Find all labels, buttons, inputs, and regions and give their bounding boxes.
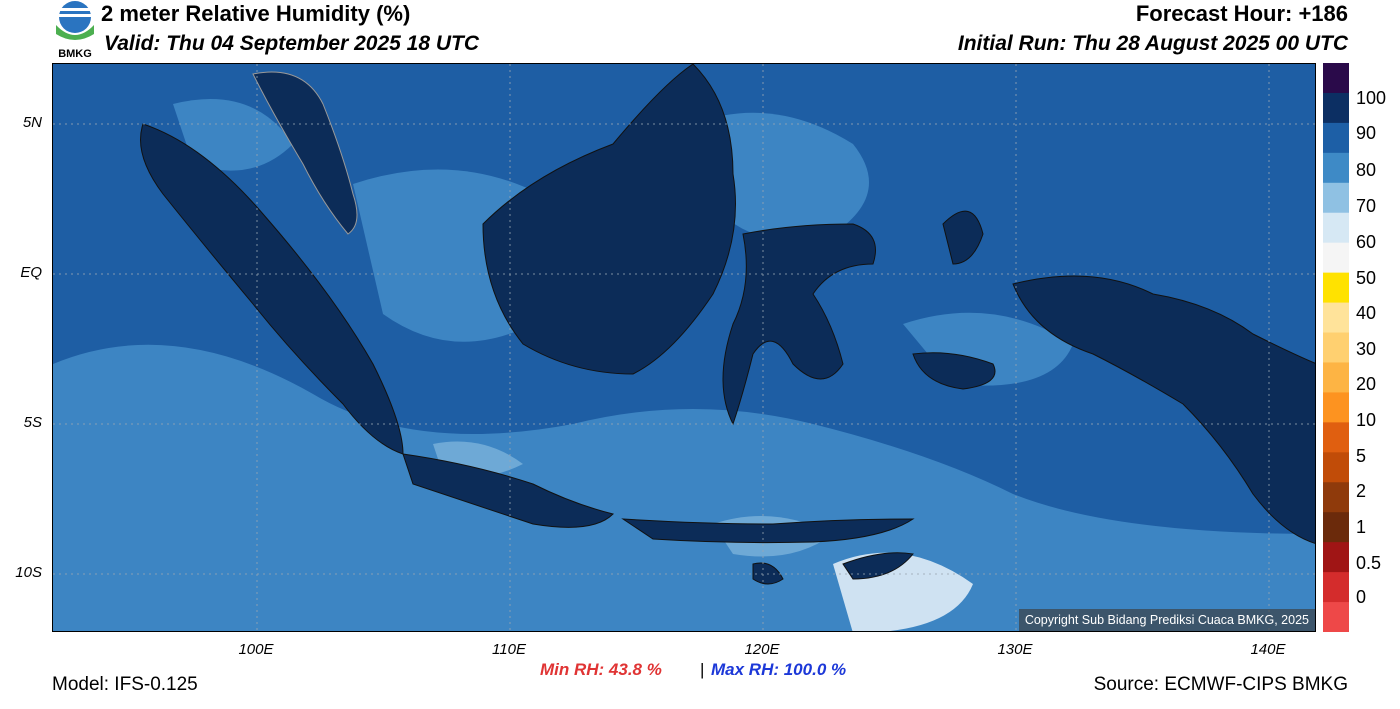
colorbar-label-20: 20 <box>1356 374 1377 394</box>
colorbar-segment <box>1323 212 1349 244</box>
colorbar-segment <box>1323 452 1349 483</box>
min-rh: Min RH: 43.8 % <box>540 660 662 679</box>
land-borneo <box>482 64 736 375</box>
colorbar-label-80: 80 <box>1356 160 1377 180</box>
sea-region-andaman <box>173 99 293 171</box>
colorbar-segment <box>1323 152 1349 184</box>
land-halmahera <box>942 210 984 265</box>
colorbar-segment <box>1323 122 1349 154</box>
land-seram <box>912 352 996 390</box>
colorbar-label-5: 5 <box>1356 446 1367 466</box>
source-label: Source: ECMWF-CIPS BMKG <box>1093 674 1348 695</box>
lat-label-5n: 5N <box>22 114 42 131</box>
colorbar-label-40: 40 <box>1356 303 1377 323</box>
model-label: Model: IFS-0.125 <box>52 674 198 695</box>
colorbar-segment <box>1323 63 1349 94</box>
colorbar-segment <box>1323 422 1349 453</box>
copyright-note: Copyright Sub Bidang Prediksi Cuaca BMKG… <box>1018 609 1315 631</box>
bmkg-logo: BMKG <box>50 0 100 60</box>
colorbar-segment <box>1323 602 1349 633</box>
max-rh: Max RH: 100.0 % <box>711 660 847 679</box>
colorbar-label-0-5: 0.5 <box>1356 553 1382 573</box>
colorbar-label-60: 60 <box>1356 232 1377 252</box>
humidity-map: Copyright Sub Bidang Prediksi Cuaca BMKG… <box>52 63 1316 632</box>
sea-region-sulawesi <box>693 112 869 240</box>
colorbar-label-90: 90 <box>1356 123 1377 143</box>
sea-region-south <box>53 344 1315 631</box>
land-nusa-tenggara <box>621 518 915 544</box>
colorbar-segment <box>1323 92 1349 124</box>
colorbar-segment <box>1323 362 1349 393</box>
colorbar-label-2: 2 <box>1356 481 1367 501</box>
initial-run: Initial Run: Thu 28 August 2025 00 UTC <box>957 32 1348 55</box>
land-sumatra <box>140 123 404 455</box>
land-timor <box>842 552 914 580</box>
lon-label-140e: 140E <box>1250 641 1286 658</box>
colorbar-segment <box>1323 572 1349 603</box>
colorbar-segment <box>1323 332 1349 363</box>
lat-label-eq: EQ <box>20 264 42 281</box>
gridlines <box>53 64 1315 631</box>
lat-label-5s: 5S <box>23 414 42 431</box>
valid-time: Valid: Thu 04 September 2025 18 UTC <box>104 32 480 55</box>
colorbar-segment <box>1323 392 1349 423</box>
lon-label-100e: 100E <box>238 641 274 658</box>
colorbar-label-1: 1 <box>1356 517 1367 537</box>
lon-label-110e: 110E <box>492 641 526 658</box>
colorbar-label-30: 30 <box>1356 339 1377 359</box>
colorbar-segment <box>1323 302 1349 334</box>
colorbar-label-10: 10 <box>1356 410 1377 430</box>
lon-label-130e: 130E <box>997 641 1033 658</box>
land-malay-peninsula <box>252 71 358 235</box>
colorbar-segment <box>1323 182 1349 214</box>
colorbar-label-70: 70 <box>1356 196 1377 216</box>
colorbar-segment <box>1323 482 1349 513</box>
chart-title: 2 meter Relative Humidity (%) <box>101 1 411 26</box>
colorbar-label-50: 50 <box>1356 268 1377 288</box>
stats-separator: | <box>700 660 705 679</box>
colorbar-segment <box>1323 272 1349 304</box>
lon-label-120e: 120E <box>744 641 780 658</box>
colorbar-segment <box>1323 542 1349 573</box>
colorbar-segment <box>1323 512 1349 543</box>
colorbar-label-0: 0 <box>1356 587 1367 607</box>
colorbar-label-100: 100 <box>1356 88 1387 108</box>
forecast-hour: Forecast Hour: +186 <box>1135 1 1348 26</box>
land-papua <box>1012 275 1315 544</box>
lat-label-10s: 10S <box>15 564 42 581</box>
colorbar-segment <box>1323 242 1349 274</box>
logo-text: BMKG <box>58 48 92 60</box>
land-java <box>402 453 614 528</box>
colorbar <box>1323 63 1349 633</box>
